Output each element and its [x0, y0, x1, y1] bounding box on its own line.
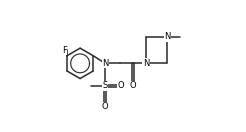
Text: N: N [102, 59, 108, 68]
Text: F: F [62, 46, 67, 55]
Text: N: N [164, 32, 170, 41]
Text: O: O [130, 81, 136, 90]
Text: S: S [103, 81, 108, 90]
Text: O: O [102, 102, 108, 111]
Text: N: N [143, 59, 149, 68]
Text: O: O [117, 81, 124, 90]
